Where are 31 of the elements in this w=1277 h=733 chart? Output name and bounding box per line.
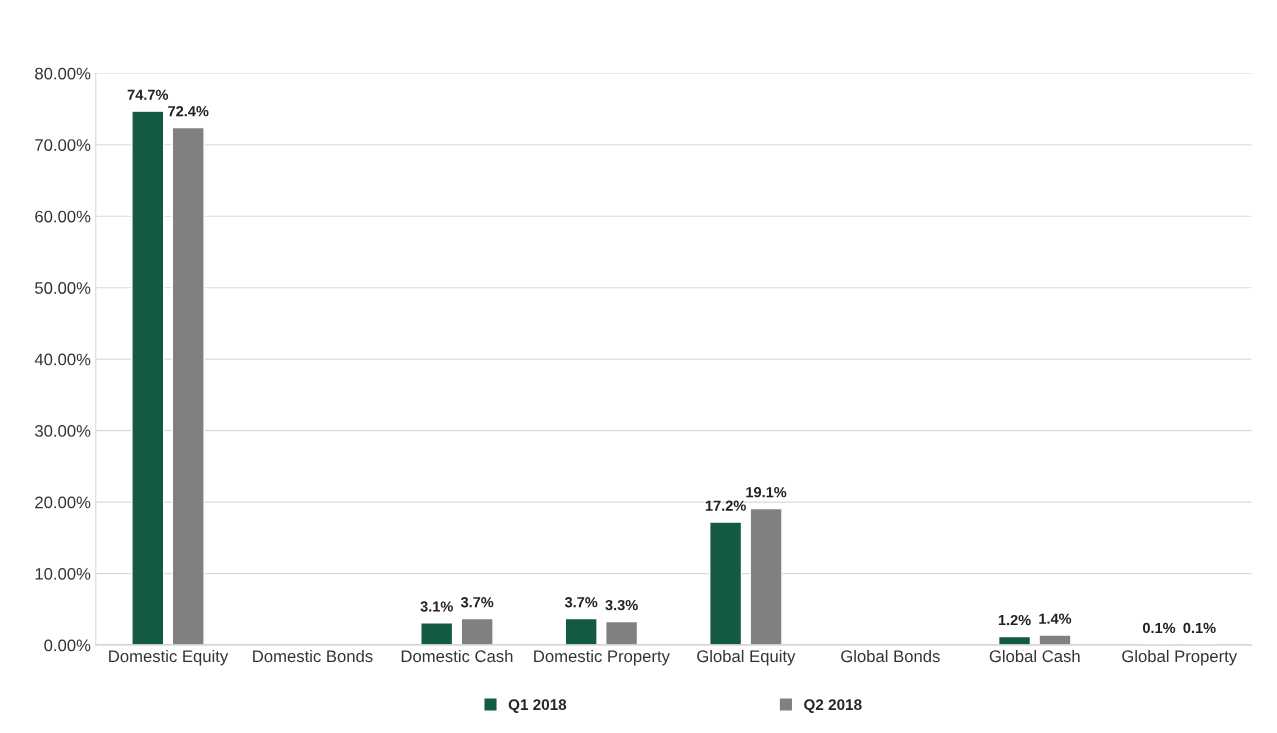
- data-label: 1.2%: [998, 614, 1031, 626]
- legend-label: Q1 2018: [508, 699, 567, 713]
- x-tick-label: Domestic Cash: [401, 649, 513, 663]
- data-label: 3.7%: [564, 597, 598, 608]
- x-tick-label: Global Bonds: [841, 649, 940, 663]
- data-label: 3.7%: [460, 597, 494, 608]
- data-label: 19.1%: [746, 486, 787, 498]
- data-label: 1.4%: [1039, 613, 1072, 624]
- y-tick-label: 50.00%: [35, 282, 91, 294]
- data-label: 3.1%: [420, 601, 453, 612]
- data-label: 0.1%: [1142, 622, 1176, 634]
- x-tick-label: Global Cash: [989, 649, 1080, 663]
- x-tick-label: Global Equity: [697, 649, 796, 666]
- data-label: 0.1%: [1183, 622, 1216, 634]
- data-label: 74.7%: [127, 89, 169, 100]
- x-tick-label: Domestic Equity: [109, 649, 229, 666]
- y-tick-label: 30.00%: [35, 425, 91, 437]
- y-tick-label: 80.00%: [35, 67, 91, 80]
- y-tick-label: 70.00%: [35, 139, 91, 151]
- legend-label: Q2 2018: [804, 699, 862, 713]
- x-tick-label: Domestic Property: [534, 649, 670, 666]
- y-tick-label: 40.00%: [34, 353, 91, 366]
- data-label: 3.3%: [605, 599, 638, 611]
- x-tick-label: Domestic Bonds: [253, 649, 373, 663]
- y-tick-label: 20.00%: [35, 496, 91, 509]
- data-label: 72.4%: [168, 106, 209, 117]
- y-tick-label: 0.00%: [44, 639, 91, 652]
- y-tick-label: 10.00%: [35, 567, 91, 580]
- data-label: 17.2%: [705, 500, 746, 511]
- x-tick-label: Global Property: [1122, 649, 1238, 666]
- y-tick-label: 60.00%: [35, 210, 91, 223]
